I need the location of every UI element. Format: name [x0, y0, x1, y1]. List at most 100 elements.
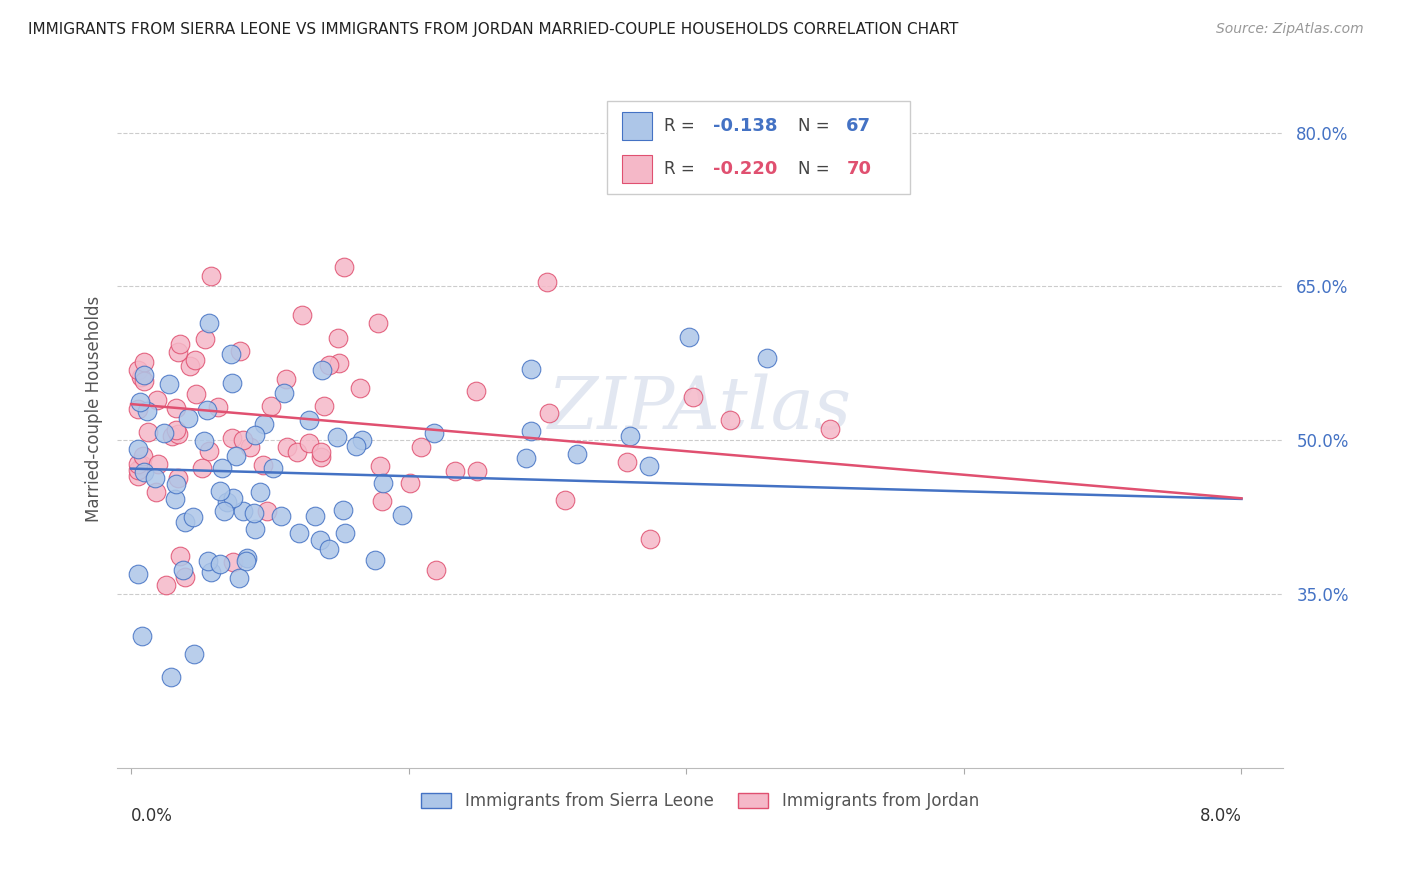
Point [536, 275, 558, 289]
Point [755, 351, 778, 365]
Point [155, 578, 177, 592]
Point [423, 426, 446, 441]
Point [131, 458, 153, 472]
Point [193, 434, 215, 449]
Point [260, 399, 283, 413]
Text: Source: ZipAtlas.com: Source: ZipAtlas.com [1216, 22, 1364, 37]
Point [243, 522, 266, 536]
Point [349, 381, 371, 395]
Point [565, 447, 588, 461]
Point [211, 461, 233, 475]
Point [252, 458, 274, 473]
Point [173, 515, 195, 529]
Point [285, 444, 308, 458]
Point [217, 494, 239, 508]
Point [148, 457, 170, 471]
Point [132, 374, 155, 388]
Point [212, 504, 235, 518]
Point [174, 569, 197, 583]
Point [167, 345, 190, 359]
Point [298, 436, 321, 450]
Point [197, 317, 219, 331]
Point [127, 363, 149, 377]
Point [200, 566, 222, 580]
Point [165, 423, 187, 437]
Point [209, 484, 232, 499]
Point [200, 269, 222, 284]
Point [232, 504, 254, 518]
Point [232, 433, 254, 447]
Point [127, 469, 149, 483]
Point [309, 450, 332, 465]
Point [127, 457, 149, 471]
Point [186, 386, 208, 401]
Point [243, 427, 266, 442]
Point [464, 384, 486, 399]
Point [172, 563, 194, 577]
Point [332, 503, 354, 517]
Point [270, 509, 292, 524]
Point [239, 440, 262, 454]
Point [326, 430, 349, 444]
Point [256, 504, 278, 518]
Point [129, 370, 152, 384]
Point [274, 372, 297, 386]
Point [333, 260, 356, 275]
Point [179, 359, 201, 373]
Point [176, 411, 198, 425]
Point [166, 427, 188, 442]
Point [222, 491, 245, 506]
Point [718, 413, 741, 427]
Point [235, 553, 257, 567]
Point [194, 333, 217, 347]
Point [145, 485, 167, 500]
Point [191, 461, 214, 475]
Point [127, 566, 149, 581]
Point [373, 476, 395, 491]
Point [132, 449, 155, 463]
Point [298, 413, 321, 427]
Point [273, 385, 295, 400]
Point [554, 493, 576, 508]
Point [252, 417, 274, 431]
Point [309, 533, 332, 547]
Point [195, 402, 218, 417]
Point [249, 484, 271, 499]
Point [208, 558, 231, 572]
Point [184, 353, 207, 368]
Point [619, 428, 641, 442]
Point [167, 471, 190, 485]
Point [221, 376, 243, 390]
Point [138, 425, 160, 439]
Point [399, 476, 422, 491]
Point [515, 451, 537, 466]
Point [311, 362, 333, 376]
Point [127, 402, 149, 417]
Point [169, 337, 191, 351]
Point [160, 429, 183, 443]
Text: ZIPAtlas: ZIPAtlas [548, 374, 852, 444]
Point [165, 401, 187, 415]
Point [136, 404, 159, 418]
Point [207, 400, 229, 414]
Point [352, 433, 374, 447]
Point [328, 331, 350, 345]
Point [638, 458, 661, 473]
Y-axis label: Married-couple Households: Married-couple Households [86, 296, 103, 523]
Point [197, 554, 219, 568]
Point [328, 356, 350, 370]
Point [183, 647, 205, 661]
Point [537, 406, 560, 420]
Point [370, 493, 392, 508]
Point [153, 425, 176, 440]
Point [127, 463, 149, 477]
Point [682, 390, 704, 404]
Point [127, 442, 149, 457]
Point [276, 440, 298, 454]
Text: 0.0%: 0.0% [131, 807, 173, 825]
Text: IMMIGRANTS FROM SIERRA LEONE VS IMMIGRANTS FROM JORDAN MARRIED-COUPLE HOUSEHOLDS: IMMIGRANTS FROM SIERRA LEONE VS IMMIGRAN… [28, 22, 959, 37]
Point [391, 508, 413, 523]
Point [134, 368, 156, 382]
Point [520, 425, 543, 439]
Point [160, 670, 183, 684]
